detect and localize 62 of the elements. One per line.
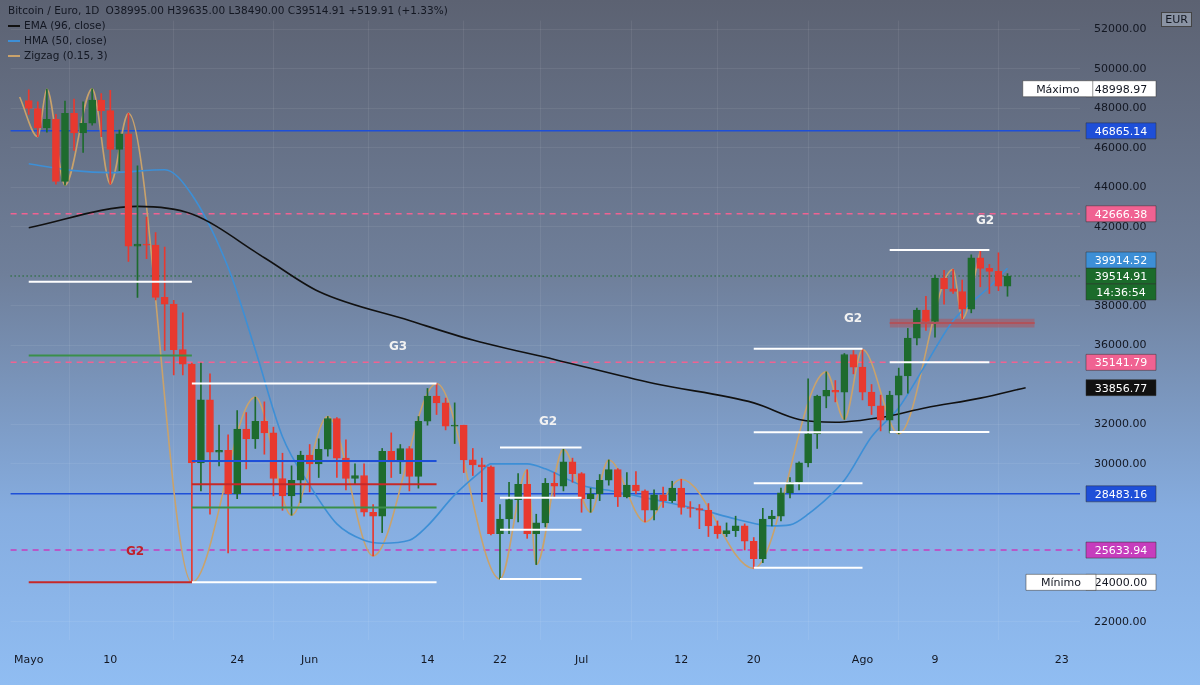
x-tick-label: 12 — [674, 653, 689, 667]
ref-line-label: 35141.79 — [1094, 356, 1148, 370]
x-tick-label: 20 — [746, 653, 761, 667]
x-tick-label: 10 — [103, 653, 118, 667]
annotation: Máximo — [1036, 82, 1080, 96]
x-tick-label: Ago — [851, 653, 874, 667]
text: 33856.77 — [1094, 381, 1148, 395]
annotation: G2 — [843, 311, 863, 326]
ref-line-label: 42666.38 — [1094, 207, 1148, 221]
y-tick-label: 46000.00 — [1094, 140, 1147, 154]
y-tick-label: 44000.00 — [1094, 180, 1147, 194]
candlestick — [160, 246, 169, 351]
y-tick-label: 36000.00 — [1094, 338, 1147, 352]
y-tick-label: 52000.00 — [1094, 22, 1147, 36]
x-tick-label: 24 — [230, 653, 245, 667]
y-tick-label: 50000.00 — [1094, 61, 1147, 75]
x-tick-label: 22 — [492, 653, 507, 667]
annotation: G3 — [388, 339, 408, 354]
ref-line-label: 46865.14 — [1094, 124, 1148, 138]
ref-line-label: 25633.94 — [1094, 543, 1148, 557]
x-tick-label: 14 — [420, 653, 435, 667]
candlestick — [496, 504, 504, 580]
line-series — [27, 205, 1027, 424]
annotation: G2 — [125, 544, 145, 559]
annotation: Mínimo — [1040, 576, 1082, 590]
candlestick — [831, 380, 840, 403]
candlestick — [369, 504, 377, 557]
y-tick-label: 30000.00 — [1094, 456, 1147, 470]
y-tick-label: 48000.00 — [1094, 101, 1147, 115]
y-tick-label: 22000.00 — [1094, 614, 1147, 628]
ref-line-label: 39514.91 — [1094, 269, 1148, 283]
annotation: G2 — [538, 414, 558, 429]
y-tick-label: 32000.00 — [1094, 417, 1147, 431]
y-tick-label: 42000.00 — [1094, 219, 1147, 233]
text: 48998.97 — [1094, 82, 1148, 96]
annotation: G2 — [975, 213, 995, 228]
x-tick-label: Jun — [300, 653, 319, 667]
x-tick-label: 23 — [1054, 653, 1069, 667]
candlestick — [79, 101, 87, 153]
candlestick — [215, 424, 223, 467]
ref-line-label: 28483.16 — [1094, 487, 1148, 501]
legend-label: HMA (50, close) — [24, 33, 107, 48]
candlestick — [822, 371, 831, 409]
text: 39914.52 — [1094, 253, 1148, 267]
x-tick-label: Jul — [573, 653, 589, 667]
x-tick-label: Mayo — [13, 653, 44, 667]
candlestick — [242, 412, 251, 470]
text: 14:36:54 — [1096, 285, 1146, 299]
y-axis-title: EUR — [1161, 12, 1192, 27]
candlestick — [450, 402, 459, 444]
candlestick — [97, 93, 106, 138]
legend-label: EMA (96, close) — [24, 18, 106, 33]
y-tick-label: 38000.00 — [1094, 298, 1147, 312]
line-series — [27, 162, 1009, 545]
candlestick — [949, 269, 957, 294]
candlestick — [468, 448, 477, 476]
legend-label: Zigzag (0.15, 3) — [24, 48, 108, 63]
candlestick — [43, 88, 51, 133]
x-tick-label: 9 — [931, 653, 939, 667]
chart-title: Bitcoin / Euro, 1D — [8, 4, 100, 16]
text: 24000.00 — [1094, 576, 1148, 590]
chart-subtitle: O38995.00 H39635.00 L38490.00 C39514.91 +519.91 (+1.33%) — [105, 4, 448, 16]
